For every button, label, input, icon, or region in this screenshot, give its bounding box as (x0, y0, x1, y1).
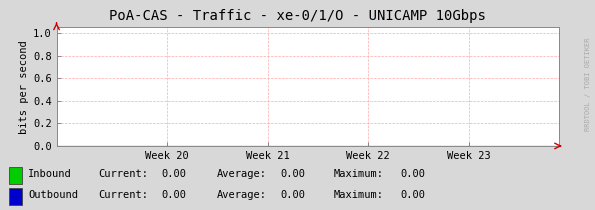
Text: 0.00: 0.00 (281, 190, 306, 200)
Y-axis label: bits per second: bits per second (19, 40, 29, 134)
Text: Inbound: Inbound (28, 169, 72, 179)
Text: Maximum:: Maximum: (333, 190, 383, 200)
Text: Average:: Average: (217, 169, 267, 179)
Text: Maximum:: Maximum: (333, 169, 383, 179)
Text: 0.00: 0.00 (400, 190, 425, 200)
Text: 0.00: 0.00 (281, 169, 306, 179)
Text: Current:: Current: (98, 190, 148, 200)
Text: 0.00: 0.00 (162, 169, 187, 179)
Text: PoA-CAS - Traffic - xe-0/1/O - UNICAMP 10Gbps: PoA-CAS - Traffic - xe-0/1/O - UNICAMP 1… (109, 9, 486, 24)
Text: 0.00: 0.00 (400, 169, 425, 179)
Text: Average:: Average: (217, 190, 267, 200)
Text: Outbound: Outbound (28, 190, 78, 200)
Text: 0.00: 0.00 (162, 190, 187, 200)
Text: Current:: Current: (98, 169, 148, 179)
Text: RRDTOOL / TOBI OETIKER: RRDTOOL / TOBI OETIKER (585, 37, 591, 131)
